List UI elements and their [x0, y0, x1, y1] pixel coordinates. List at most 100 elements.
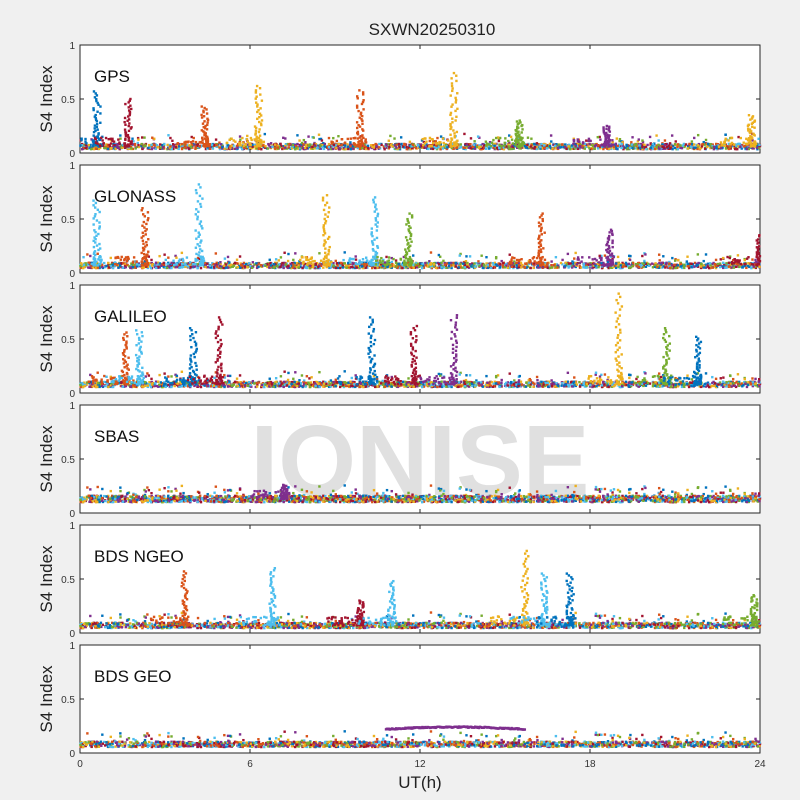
- data-point: [545, 263, 549, 266]
- data-point: [202, 259, 206, 263]
- data-point: [287, 264, 290, 268]
- spike-point: [361, 128, 364, 131]
- data-point: [444, 143, 448, 147]
- data-point: [434, 140, 437, 143]
- data-point: [150, 147, 154, 151]
- data-point: [601, 263, 604, 267]
- data-point: [542, 146, 546, 150]
- data-point: [680, 147, 684, 150]
- data-point: [100, 136, 103, 140]
- spike-point: [410, 214, 414, 217]
- spike-point: [142, 234, 145, 238]
- data-point: [194, 140, 198, 144]
- data-point: [707, 142, 710, 146]
- data-point: [641, 254, 644, 258]
- data-point: [671, 145, 675, 148]
- data-point: [508, 260, 512, 264]
- data-point: [366, 144, 370, 148]
- data-point: [304, 141, 307, 144]
- data-point: [673, 143, 677, 146]
- spike-point: [198, 233, 201, 236]
- data-point: [696, 147, 699, 151]
- data-point: [692, 143, 696, 146]
- data-point: [630, 141, 633, 144]
- data-point: [618, 139, 621, 143]
- spike-point: [747, 114, 751, 117]
- spike-point: [404, 236, 408, 239]
- data-point: [322, 266, 325, 269]
- data-point: [577, 258, 580, 261]
- spike-point: [198, 222, 202, 226]
- data-point: [319, 259, 323, 262]
- data-point: [614, 262, 618, 265]
- spike-point: [540, 239, 543, 242]
- data-point: [548, 144, 552, 148]
- data-point: [107, 137, 110, 141]
- data-point: [474, 265, 477, 268]
- data-point: [686, 147, 690, 150]
- data-point: [423, 142, 427, 145]
- data-point: [676, 145, 679, 149]
- spike-point: [452, 71, 456, 75]
- spike-point: [450, 77, 453, 80]
- data-point: [284, 146, 287, 149]
- data-point: [309, 147, 313, 150]
- data-point: [106, 147, 110, 151]
- data-point: [244, 262, 248, 266]
- data-point: [343, 251, 346, 254]
- data-point: [492, 138, 495, 142]
- data-point: [611, 139, 614, 142]
- spike-point: [260, 119, 264, 122]
- data-point: [92, 257, 95, 261]
- data-point: [422, 146, 425, 149]
- data-point: [292, 258, 295, 262]
- data-point: [246, 143, 250, 146]
- spike-point: [450, 84, 454, 88]
- data-point: [175, 256, 178, 259]
- data-point: [630, 143, 634, 146]
- data-point: [526, 136, 530, 139]
- data-point: [292, 263, 295, 266]
- spike-point: [362, 99, 365, 102]
- data-point: [476, 135, 480, 138]
- data-point: [238, 255, 242, 258]
- spike-point: [257, 108, 260, 112]
- data-point: [746, 143, 749, 146]
- data-point: [539, 256, 542, 260]
- data-point: [671, 256, 674, 260]
- data-point: [744, 144, 747, 148]
- data-point: [88, 266, 91, 270]
- data-point: [132, 256, 136, 259]
- spike-point: [206, 123, 209, 127]
- spike-point: [452, 129, 455, 132]
- data-point: [82, 263, 86, 266]
- data-point: [171, 139, 174, 142]
- spike-point: [515, 120, 519, 123]
- data-point: [189, 145, 193, 148]
- data-point: [628, 146, 632, 150]
- spike-point: [373, 196, 377, 199]
- data-point: [507, 139, 510, 143]
- data-point: [550, 260, 553, 263]
- spike-point: [355, 104, 359, 107]
- data-point: [503, 141, 506, 145]
- data-point: [543, 144, 546, 147]
- data-point: [386, 143, 390, 146]
- data-point: [247, 147, 251, 151]
- data-point: [634, 144, 638, 147]
- spike-point: [451, 87, 454, 90]
- data-point: [576, 142, 579, 146]
- data-point: [104, 146, 108, 150]
- data-point: [696, 263, 699, 267]
- spike-point: [455, 79, 458, 83]
- data-point: [327, 136, 331, 140]
- spike-point: [518, 119, 521, 122]
- data-point: [357, 140, 360, 144]
- data-point: [372, 146, 376, 149]
- spike-point: [196, 243, 199, 246]
- spike-point: [756, 262, 760, 266]
- data-point: [633, 143, 636, 147]
- spike-point: [127, 129, 131, 133]
- spike-point: [356, 130, 360, 134]
- data-point: [702, 259, 705, 263]
